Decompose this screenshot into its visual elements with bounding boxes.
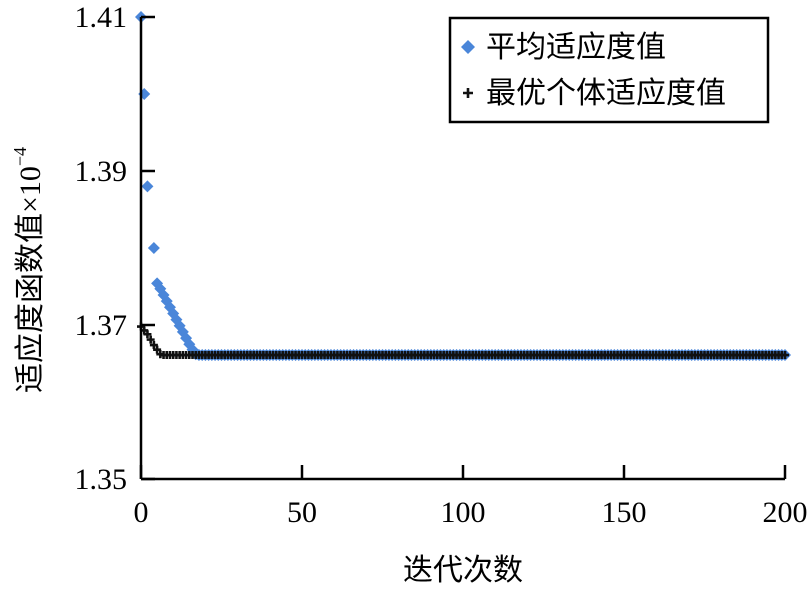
- x-tick-label: 150: [602, 496, 647, 529]
- legend-plus-icon: [463, 88, 473, 98]
- point-best: [143, 330, 152, 339]
- y-tick-label: 1.35: [75, 463, 128, 496]
- series-best: [137, 322, 789, 360]
- axes: 1.35 1.37 1.39 1.41 0 50 100 150 200: [75, 1, 808, 529]
- legend: 平均适应度值 最优个体适应度值: [448, 16, 770, 124]
- y-axis-title: 适应度函数值×10−4: [10, 147, 47, 393]
- plot-area: [135, 11, 791, 362]
- legend-diamond-icon: [461, 40, 475, 54]
- point-best: [781, 351, 789, 360]
- point-best: [146, 335, 155, 344]
- legend-label-average: 平均适应度值: [486, 31, 666, 64]
- point-best: [153, 345, 162, 354]
- y-axis-title-exponent: −4: [10, 147, 30, 166]
- y-axis-title-multiplier: ×10: [14, 166, 47, 213]
- legend-marker-average: [461, 40, 475, 54]
- point-average: [147, 242, 160, 254]
- point-best: [149, 341, 158, 350]
- x-tick-label: 50: [287, 496, 317, 529]
- x-tick-label: 200: [763, 496, 808, 529]
- x-axis-title: 迭代次数: [403, 554, 523, 587]
- x-tick-label: 0: [134, 496, 149, 529]
- x-tick-label: 100: [441, 496, 486, 529]
- svg-text:适应度函数值×10−4: 适应度函数值×10−4: [10, 147, 47, 393]
- y-axis-title-main: 适应度函数值: [14, 213, 47, 393]
- legend-label-best: 最优个体适应度值: [486, 77, 726, 110]
- legend-marker-best: [463, 88, 473, 98]
- y-tick-label: 1.37: [75, 309, 128, 342]
- point-average: [141, 180, 154, 193]
- y-tick-label: 1.41: [75, 1, 128, 34]
- legend-box: [448, 16, 770, 124]
- y-tick-label: 1.39: [75, 155, 128, 188]
